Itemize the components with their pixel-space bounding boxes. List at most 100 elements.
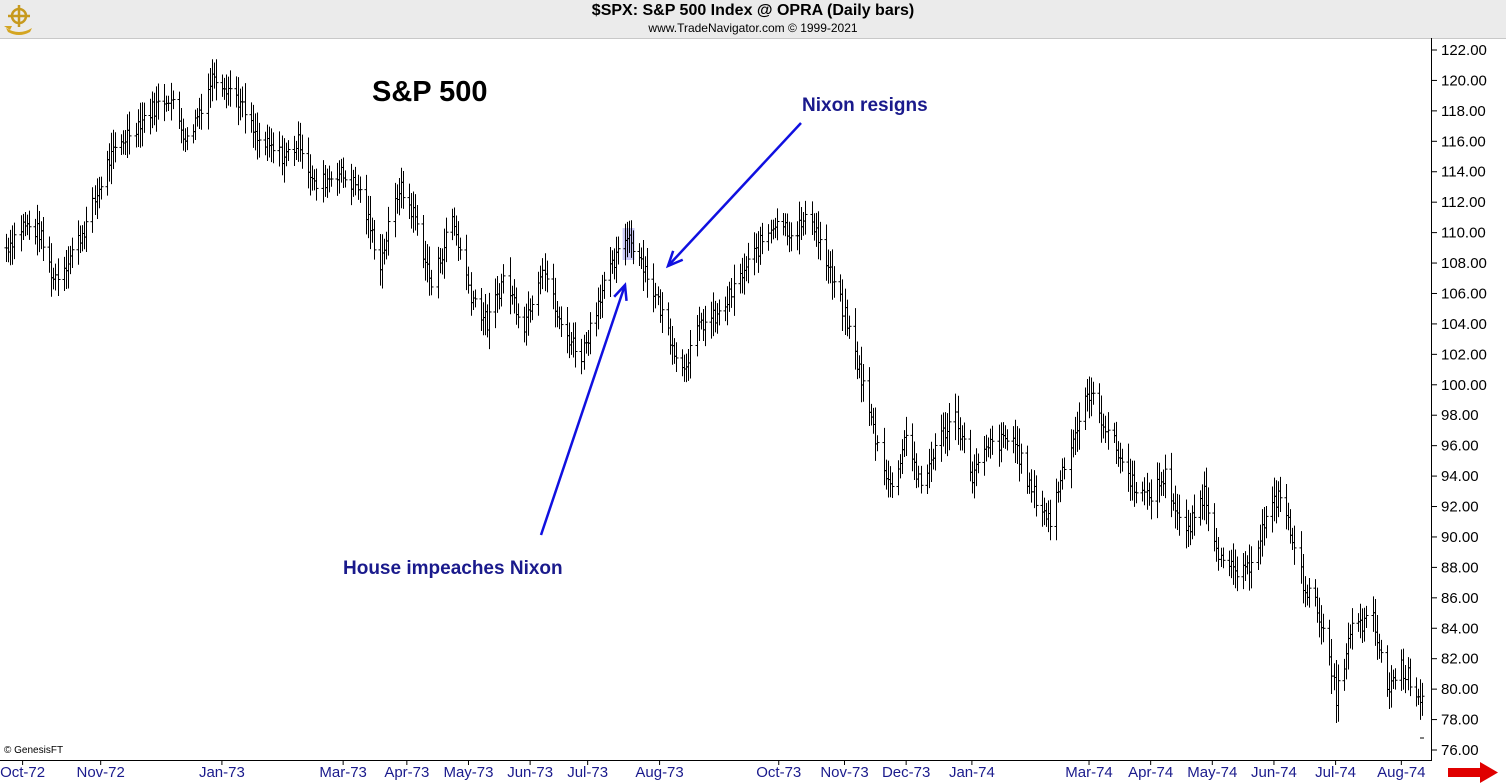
price-bar bbox=[1171, 493, 1176, 511]
price-chart: 122.00 120.00 118.00 116.00 114.00 112.00 110.… bbox=[0, 38, 1506, 783]
copyright-note: © GenesisFT bbox=[4, 745, 64, 756]
price-bar bbox=[271, 132, 276, 164]
price-bar bbox=[514, 287, 519, 325]
price-bar bbox=[1011, 426, 1016, 454]
price-bar bbox=[958, 417, 963, 451]
price-bar bbox=[436, 246, 441, 299]
price-bar bbox=[1315, 587, 1320, 623]
price-bar bbox=[224, 74, 229, 109]
price-bar bbox=[567, 322, 572, 359]
y-tick-label: 96.00 bbox=[1441, 438, 1479, 455]
price-bar bbox=[797, 201, 802, 255]
price-bar bbox=[803, 200, 808, 235]
price-bar bbox=[1101, 413, 1106, 439]
price-bar bbox=[413, 194, 418, 231]
price-bar bbox=[660, 292, 665, 334]
price-bar bbox=[195, 108, 200, 127]
price-bar bbox=[612, 248, 617, 280]
price-bar bbox=[814, 212, 819, 247]
y-tick-label: 86.00 bbox=[1441, 590, 1479, 607]
annotation-arrows bbox=[539, 122, 802, 536]
price-bar bbox=[243, 83, 248, 134]
price-bar bbox=[481, 302, 486, 336]
price-bar bbox=[1054, 478, 1059, 541]
price-bar bbox=[962, 422, 967, 454]
y-tick-label: 116.00 bbox=[1441, 133, 1486, 150]
price-bar bbox=[454, 215, 459, 246]
y-tick-label: 98.00 bbox=[1441, 407, 1479, 424]
price-bar bbox=[384, 231, 389, 260]
y-tick-label: 108.00 bbox=[1441, 255, 1487, 272]
price-bar bbox=[1327, 619, 1332, 666]
price-bar bbox=[947, 403, 952, 451]
price-bar bbox=[929, 441, 934, 483]
price-bar bbox=[1091, 381, 1096, 405]
price-bar bbox=[93, 185, 98, 215]
price-bar bbox=[1276, 481, 1281, 518]
price-bar bbox=[1188, 512, 1193, 546]
price-bar bbox=[41, 216, 46, 261]
price-bar bbox=[64, 249, 69, 290]
price-bar bbox=[713, 300, 718, 333]
price-bar bbox=[746, 242, 751, 284]
x-tick-label: Jan-73 bbox=[199, 764, 245, 781]
price-bar bbox=[715, 303, 720, 334]
price-bar bbox=[1075, 411, 1080, 452]
price-bar bbox=[1332, 663, 1337, 691]
price-bar bbox=[672, 338, 677, 364]
price-bar bbox=[399, 167, 404, 209]
price-bar bbox=[169, 82, 174, 121]
price-bar bbox=[1245, 555, 1250, 575]
price-bar bbox=[594, 302, 599, 337]
price-bar bbox=[39, 221, 44, 250]
price-bar bbox=[358, 176, 363, 203]
price-bar bbox=[545, 260, 550, 293]
price-bar bbox=[824, 224, 829, 281]
price-bar bbox=[1329, 638, 1334, 695]
price-bar bbox=[1173, 485, 1178, 529]
price-bar bbox=[898, 454, 903, 479]
price-bar bbox=[771, 219, 776, 240]
price-bar bbox=[826, 249, 831, 284]
price-bar bbox=[378, 233, 383, 286]
price-bar bbox=[783, 213, 788, 237]
x-axis: Oct-72 Nov-72 Jan-73 Mar-73 Apr-73 May-73 Jun-… bbox=[0, 760, 1432, 781]
price-bar bbox=[353, 166, 358, 196]
price-bar bbox=[23, 212, 28, 237]
price-bar bbox=[95, 178, 100, 220]
price-bar bbox=[12, 222, 17, 260]
price-bar bbox=[121, 130, 126, 155]
price-bar bbox=[727, 281, 732, 312]
price-bar bbox=[1147, 482, 1152, 506]
price-bar bbox=[1058, 470, 1063, 503]
price-bar bbox=[296, 121, 301, 162]
price-bar bbox=[610, 250, 615, 274]
price-bar bbox=[150, 91, 155, 129]
price-bar bbox=[226, 76, 231, 106]
price-bar bbox=[267, 126, 272, 158]
price-bar bbox=[501, 264, 506, 294]
price-bar bbox=[1274, 480, 1279, 524]
price-bar bbox=[524, 303, 529, 346]
price-bar bbox=[1336, 664, 1341, 722]
price-bar bbox=[401, 171, 406, 209]
price-bar bbox=[1393, 668, 1398, 690]
price-bar bbox=[199, 93, 204, 130]
x-tick-label: Jun-74 bbox=[1251, 764, 1297, 781]
price-bar bbox=[1073, 416, 1078, 456]
price-bar bbox=[1406, 657, 1411, 691]
price-bar bbox=[1130, 460, 1135, 501]
price-bar bbox=[896, 460, 901, 496]
price-bar bbox=[528, 298, 533, 323]
price-bar bbox=[197, 97, 202, 129]
price-bar bbox=[177, 91, 182, 130]
x-tick-label: Oct-73 bbox=[756, 764, 801, 781]
price-bar bbox=[988, 428, 993, 459]
price-bar bbox=[1408, 658, 1413, 697]
price-bar bbox=[415, 205, 420, 236]
x-tick-label: Aug-74 bbox=[1377, 764, 1425, 781]
right-arrow-icon[interactable] bbox=[1448, 762, 1498, 783]
price-bar bbox=[551, 263, 556, 310]
price-bar bbox=[152, 92, 157, 126]
price-bar bbox=[249, 102, 254, 133]
